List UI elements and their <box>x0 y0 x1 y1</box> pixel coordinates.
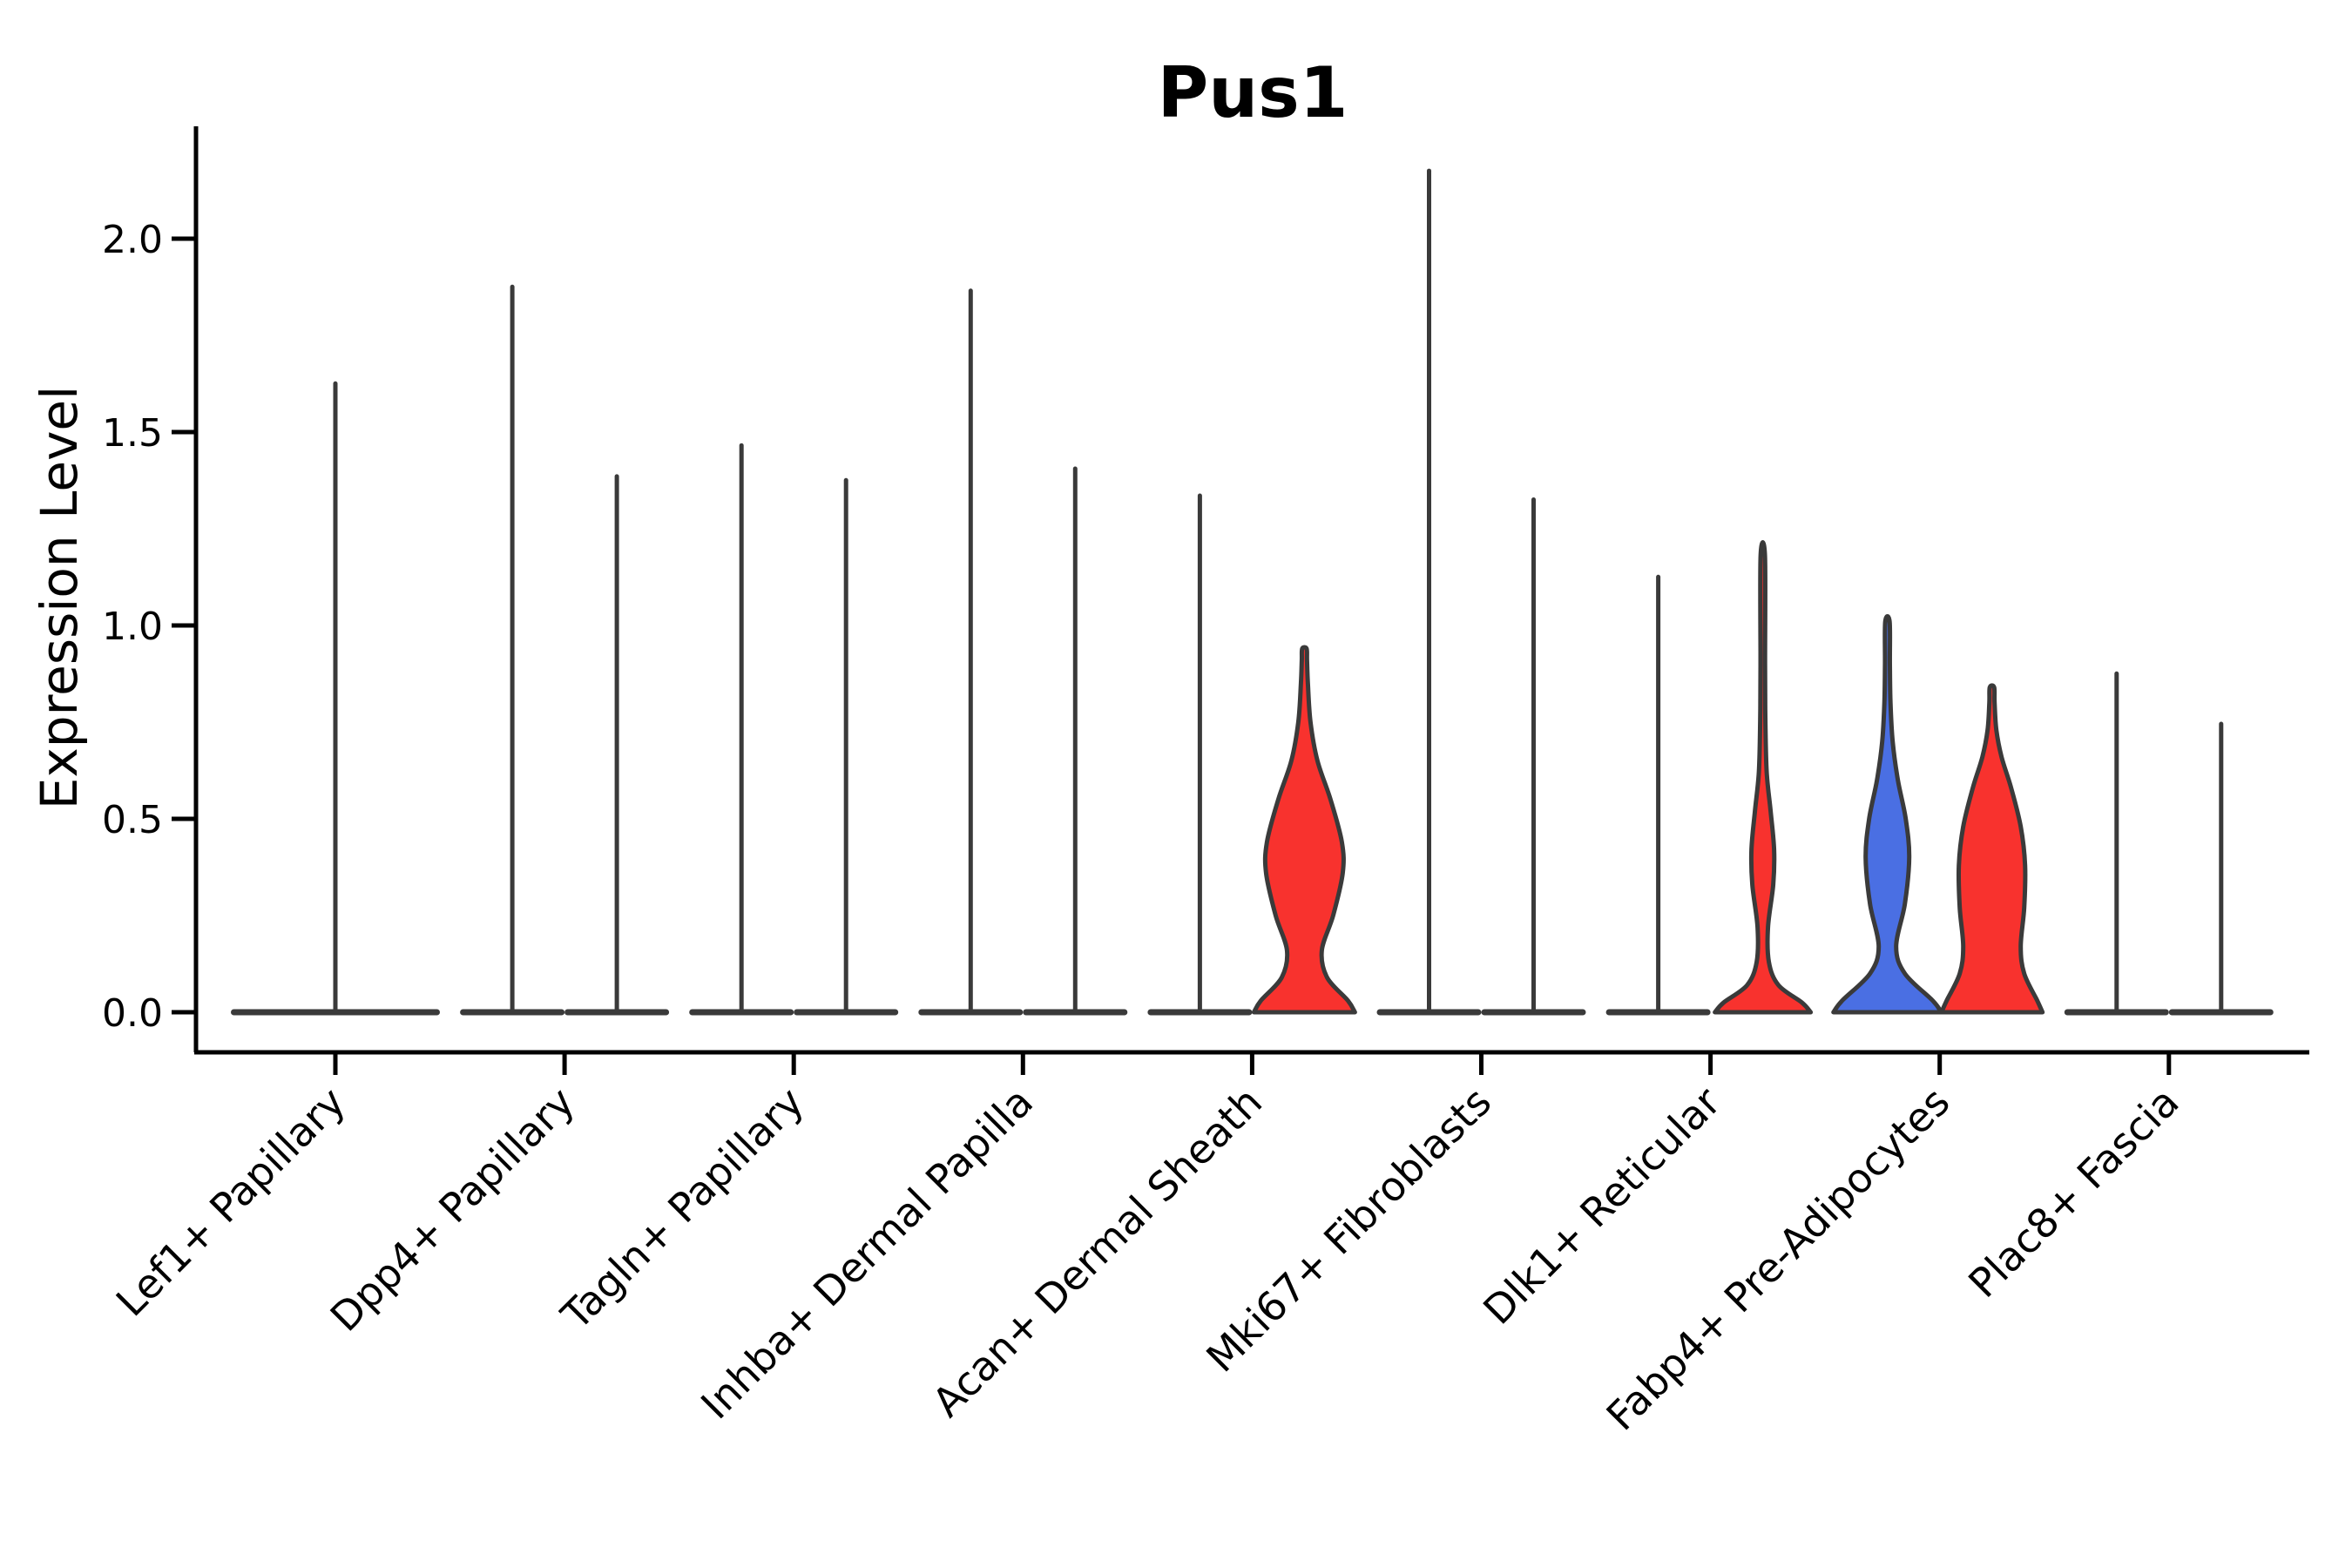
x-tick-label: Dpp4+ Papillary <box>321 1078 584 1341</box>
axes-layer <box>172 126 2309 1075</box>
chart-title: Pus1 <box>1158 52 1348 133</box>
y-axis-label: Expression Level <box>30 386 89 809</box>
violin-body-Fabp4+ Pre-Adipocytes-left <box>1831 613 1944 1015</box>
y-tick-label: 0.5 <box>102 798 163 842</box>
x-tick-label: Lef1+ Papillary <box>107 1078 355 1326</box>
violin-body-Dlk1+ Reticular-right <box>1713 540 1814 1015</box>
y-tick-label: 0.0 <box>102 991 163 1036</box>
violin-body-Fabp4+ Pre-Adipocytes-right <box>1939 683 2045 1015</box>
x-tick-label: Plac8+ Fascia <box>1959 1078 2187 1307</box>
y-tick-label: 2.0 <box>102 218 163 262</box>
x-tick-label: Dlk1+ Reticular <box>1474 1078 1729 1334</box>
x-tick-label: Tagln+ Papillary <box>551 1078 813 1340</box>
y-tick-label: 1.0 <box>102 605 163 649</box>
violin-body-Acan+ Dermal Sheath-right <box>1251 645 1357 1015</box>
y-tick-label: 1.5 <box>102 411 163 456</box>
violins-layer <box>231 168 2274 1016</box>
